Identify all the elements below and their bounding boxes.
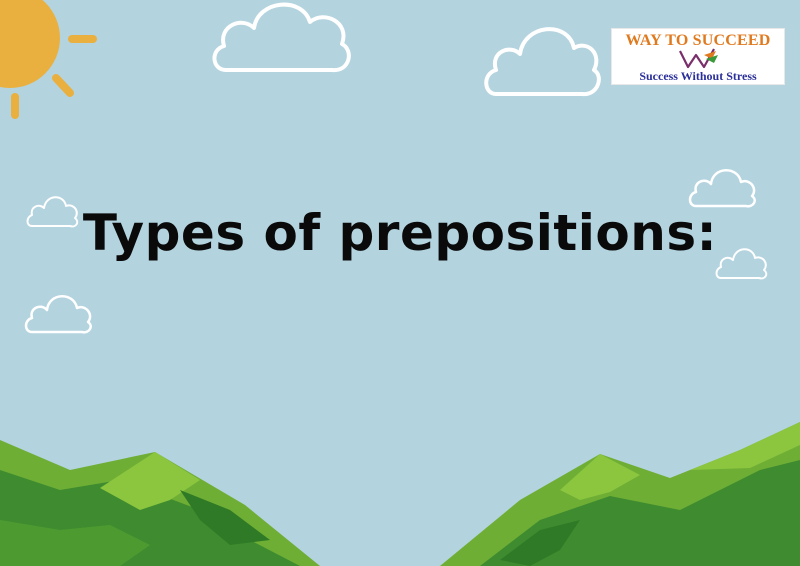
- cloud-icon: [484, 27, 601, 97]
- cloud-icon: [26, 196, 79, 228]
- logo-tagline: Success Without Stress: [639, 69, 757, 83]
- sun-icon: [0, 0, 97, 119]
- cloud-icon: [715, 248, 768, 280]
- cloud-icon: [688, 169, 756, 208]
- logo-brand-text: WAY TO SUCCEED: [625, 32, 771, 49]
- cloud-icon: [24, 295, 92, 334]
- logo-w-mark-icon: [679, 48, 718, 69]
- brand-logo: WAY TO SUCCEED Success Without Stress: [611, 28, 785, 85]
- slide-title: Types of prepositions:: [82, 204, 718, 262]
- cloud-icon: [212, 2, 351, 73]
